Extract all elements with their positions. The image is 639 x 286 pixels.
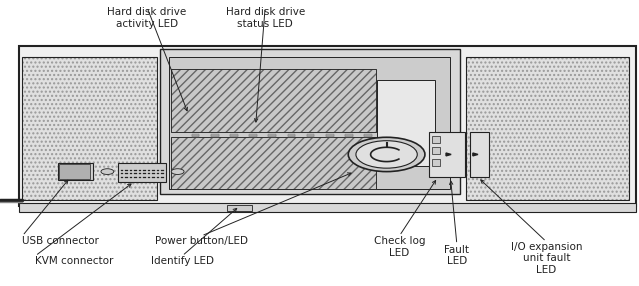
Bar — [466, 57, 629, 200]
Bar — [139, 177, 141, 178]
Bar — [326, 134, 334, 136]
Bar — [160, 49, 460, 194]
Text: USB connector: USB connector — [22, 236, 99, 246]
Bar — [22, 57, 157, 200]
Bar — [230, 134, 238, 136]
Circle shape — [356, 141, 417, 168]
Text: Check log
LED: Check log LED — [374, 236, 425, 258]
Bar — [19, 46, 636, 206]
Bar — [121, 177, 123, 178]
Text: Hard disk drive
activity LED: Hard disk drive activity LED — [107, 7, 187, 29]
Bar — [268, 135, 276, 137]
Bar — [432, 136, 440, 143]
Bar — [143, 177, 146, 178]
Bar — [268, 134, 276, 136]
Bar — [161, 170, 164, 171]
Bar — [118, 163, 166, 182]
Bar — [130, 173, 132, 174]
Bar — [134, 170, 137, 171]
Circle shape — [101, 169, 114, 174]
Bar — [211, 135, 219, 137]
Bar — [130, 170, 132, 171]
Bar — [139, 170, 141, 171]
Text: I/O expansion
unit fault
LED: I/O expansion unit fault LED — [511, 242, 582, 275]
Bar — [171, 69, 376, 132]
Bar — [192, 134, 199, 136]
Bar — [148, 177, 150, 178]
Text: KVM connector: KVM connector — [35, 256, 114, 266]
Bar — [364, 134, 372, 136]
Bar — [326, 135, 334, 137]
Bar — [288, 134, 295, 136]
Bar — [152, 170, 155, 171]
Bar — [230, 135, 238, 137]
Bar — [152, 177, 155, 178]
Bar — [134, 177, 137, 178]
Bar — [22, 57, 157, 200]
Bar — [148, 173, 150, 174]
Bar — [169, 57, 450, 189]
Bar — [157, 177, 159, 178]
Bar — [429, 132, 465, 177]
Bar — [125, 170, 128, 171]
Bar — [121, 173, 123, 174]
Bar — [58, 163, 93, 180]
Bar — [307, 134, 314, 136]
Bar — [157, 170, 159, 171]
Text: Identify LED: Identify LED — [151, 256, 213, 266]
Bar — [432, 147, 440, 154]
Bar — [143, 170, 146, 171]
Bar — [288, 135, 295, 137]
Bar — [345, 134, 353, 136]
Bar — [121, 170, 123, 171]
Polygon shape — [446, 153, 451, 156]
Bar — [249, 135, 257, 137]
Bar — [161, 177, 164, 178]
Bar — [125, 173, 128, 174]
Bar — [161, 173, 164, 174]
Bar — [19, 203, 636, 212]
Circle shape — [171, 169, 184, 174]
Polygon shape — [473, 153, 478, 156]
Bar — [227, 205, 252, 211]
Bar — [345, 135, 353, 137]
Bar — [134, 173, 137, 174]
Text: Hard disk drive
status LED: Hard disk drive status LED — [226, 7, 305, 29]
Bar — [148, 170, 150, 171]
Bar — [307, 135, 314, 137]
Bar — [171, 137, 376, 189]
Bar — [171, 69, 376, 132]
Bar — [249, 134, 257, 136]
Circle shape — [348, 137, 425, 172]
Bar — [192, 135, 199, 137]
Bar — [470, 132, 489, 177]
Bar — [211, 134, 219, 136]
Bar — [143, 173, 146, 174]
Bar — [139, 173, 141, 174]
Bar — [377, 80, 435, 166]
Bar — [157, 173, 159, 174]
Text: Fault
LED: Fault LED — [444, 245, 470, 266]
Bar — [125, 177, 128, 178]
Bar — [466, 57, 629, 200]
Text: Power button/LED: Power button/LED — [155, 236, 248, 246]
Bar — [152, 173, 155, 174]
Bar — [364, 135, 372, 137]
Bar — [59, 164, 90, 179]
Bar — [171, 137, 376, 189]
Bar — [432, 159, 440, 166]
Bar — [130, 177, 132, 178]
